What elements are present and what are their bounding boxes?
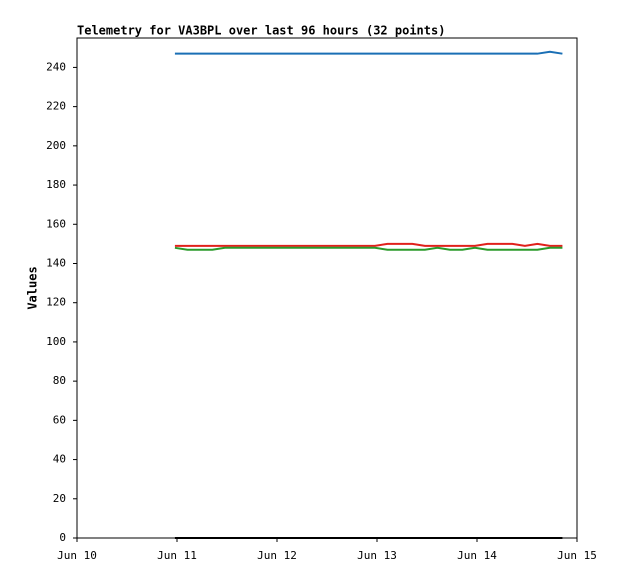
y-tick-label: 40 — [53, 453, 66, 466]
series-line — [174, 50, 563, 55]
y-tick-label: 240 — [46, 60, 66, 73]
y-tick-label: 120 — [46, 296, 66, 309]
x-tick-label: Jun 14 — [457, 549, 497, 562]
y-tick-label: 140 — [46, 256, 66, 269]
y-tick-label: 220 — [46, 100, 66, 113]
chart-title: Telemetry for VA3BPL over last 96 hours … — [77, 24, 445, 38]
y-tick-label: 180 — [46, 178, 66, 191]
plot-frame — [76, 37, 578, 539]
x-tick-label: Jun 13 — [357, 549, 397, 562]
x-tick-label: Jun 11 — [157, 549, 197, 562]
y-tick-label: 100 — [46, 335, 66, 348]
x-tick-label: Jun 10 — [57, 549, 97, 562]
y-tick-label: 20 — [53, 492, 66, 505]
y-axis-label: Values — [26, 266, 40, 309]
y-tick-label: 60 — [53, 413, 66, 426]
x-tick-label: Jun 15 — [557, 549, 597, 562]
y-tick-label: 80 — [53, 374, 66, 387]
series-line — [174, 242, 563, 247]
x-tick-label: Jun 12 — [257, 549, 297, 562]
y-tick-label: 0 — [59, 531, 66, 544]
y-tick-label: 200 — [46, 139, 66, 152]
y-tick-label: 160 — [46, 217, 66, 230]
series-line — [174, 246, 563, 251]
